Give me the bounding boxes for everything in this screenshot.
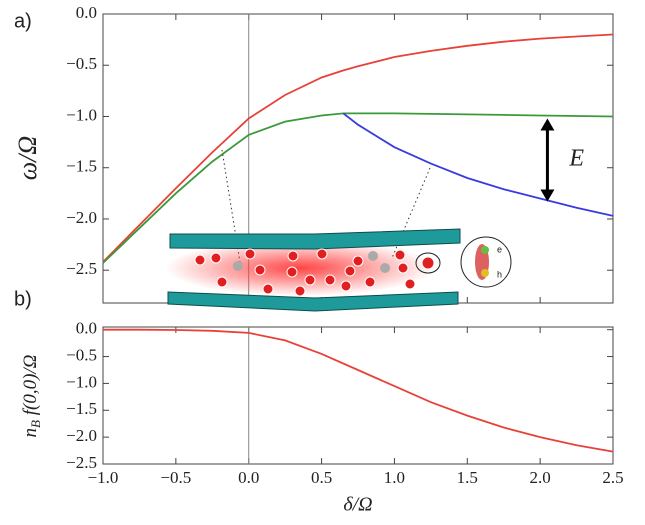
y-tick-label: −0.5 — [66, 345, 97, 364]
data-line — [102, 33, 614, 263]
panel-label: a) — [14, 10, 32, 32]
x-tick-label: 1.0 — [384, 468, 405, 487]
data-line — [103, 328, 614, 453]
label-part: f(0,0)/Ω — [20, 354, 41, 420]
x-tick-label: −0.5 — [160, 468, 191, 487]
y-tick-label: −2.5 — [66, 259, 97, 278]
inset-label: h — [497, 269, 502, 279]
x-tick-label: −1.0 — [88, 468, 119, 487]
y-tick-label: −2.5 — [66, 453, 97, 472]
arrow-head — [540, 189, 555, 202]
y-tick-label: −1.0 — [66, 105, 97, 124]
y-tick-label: −1.0 — [66, 372, 97, 391]
inset-illustration — [165, 149, 512, 312]
inset-label: e — [497, 244, 502, 254]
y-tick-label: −0.5 — [66, 54, 97, 73]
x-tick-label: 2.0 — [530, 468, 551, 487]
arrow-label: E — [568, 146, 584, 172]
label-part: B — [28, 420, 43, 428]
y-axis-label: nB f(0,0)/Ω — [20, 354, 43, 437]
x-axis-label: δ/Ω — [343, 494, 372, 516]
y-tick-label: 0.0 — [76, 319, 97, 338]
x-tick-label: 0.0 — [238, 468, 259, 487]
mirror — [169, 228, 461, 250]
y-tick-label: −2.0 — [66, 426, 97, 445]
y-tick-label: 0.0 — [76, 3, 97, 22]
y-axis-label: ω/Ω — [13, 136, 42, 180]
x-tick-label: 2.5 — [602, 468, 623, 487]
panel-label: b) — [14, 288, 32, 310]
arrow-head — [540, 118, 555, 131]
x-tick-label: 1.5 — [457, 468, 478, 487]
mirror — [167, 291, 459, 312]
data-line — [102, 112, 614, 264]
panel-b-frame — [102, 326, 614, 465]
data-line — [342, 112, 614, 217]
y-tick-label: −2.0 — [66, 208, 97, 227]
label-part: n — [20, 428, 41, 438]
y-tick-label: −1.5 — [66, 399, 97, 418]
y-tick-label: −1.5 — [66, 157, 97, 176]
x-tick-label: 0.5 — [311, 468, 332, 487]
